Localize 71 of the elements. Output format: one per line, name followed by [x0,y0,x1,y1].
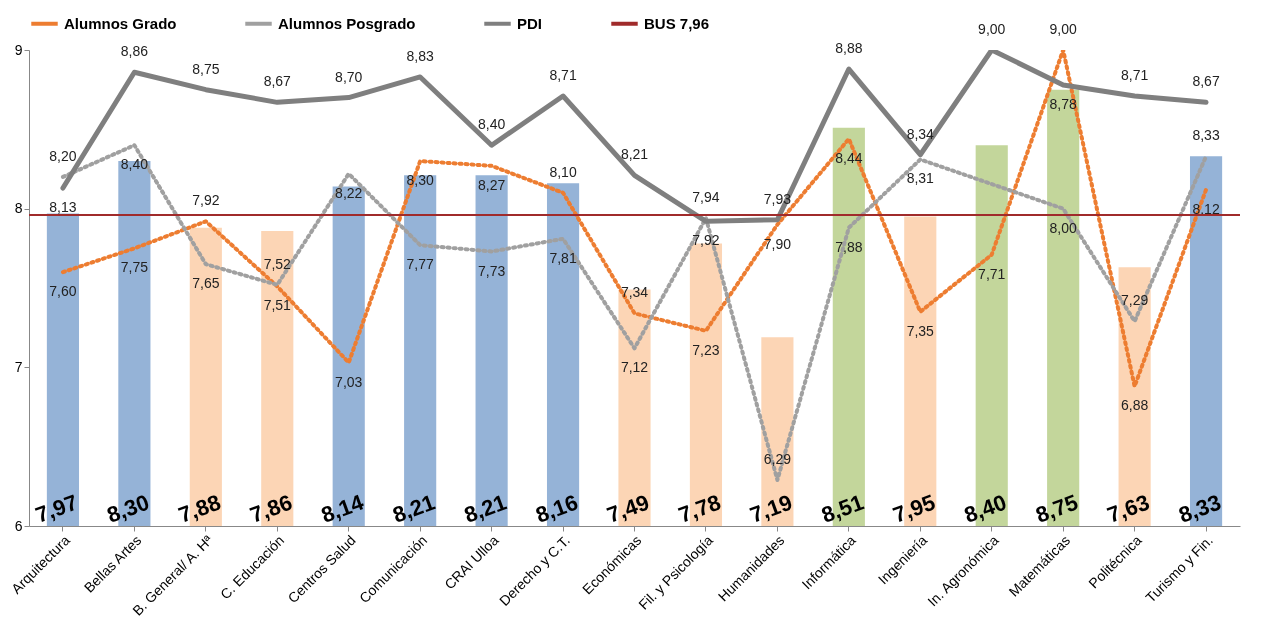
data-label: 8,10 [549,163,577,180]
data-label: 8,16 [532,489,582,528]
data-label: 8,51 [818,489,867,528]
legend-label: Alumnos Grado [64,14,177,32]
y-tick-label: 6 [14,517,23,534]
data-label: 7,51 [263,297,292,314]
data-label: 7,90 [763,235,792,252]
data-label: 8,83 [406,47,434,64]
legend-label: Alumnos Posgrado [278,14,416,32]
data-label: 8,78 [1049,95,1078,112]
data-label: 8,75 [192,60,220,77]
data-label: 8,21 [620,146,649,163]
data-label: 7,75 [120,259,149,276]
y-tick-label: 9 [14,41,23,58]
data-label: 8,21 [460,489,510,528]
data-label: 7,95 [889,489,939,528]
legend-label: BUS 7,96 [644,14,710,32]
data-label: 8,00 [1049,219,1078,236]
data-label: 8,30 [103,489,153,528]
data-label: 7,63 [1103,489,1153,528]
data-label: 7,12 [620,359,649,376]
data-label: 7,94 [692,189,720,206]
data-label: 7,78 [675,489,725,528]
data-label: 8,40 [120,156,149,173]
data-label: 8,31 [906,170,935,187]
data-label: 7,03 [335,373,363,390]
data-label: 8,14 [317,489,368,528]
data-label: 7,92 [192,192,220,209]
data-label: 6,29 [763,450,792,467]
data-label: 7,52 [263,255,292,272]
data-label: 7,88 [835,238,863,255]
data-label: 7,60 [49,283,77,300]
data-label: 7,73 [477,262,506,279]
data-label: 8,44 [835,149,863,166]
data-label: 7,23 [692,341,720,358]
data-label: 8,67 [263,73,292,90]
data-label: 8,75 [1032,489,1082,528]
data-label: 7,92 [692,232,720,249]
data-label: 7,77 [406,256,434,273]
data-label: 8,70 [335,68,363,85]
data-label: 7,49 [603,489,653,528]
y-tick-label: 7 [14,358,23,375]
data-label: 8,34 [906,125,935,142]
data-label: 6,88 [1120,397,1149,414]
data-label: 7,19 [746,489,796,528]
data-label: 9,00 [978,21,1006,37]
data-label: 8,40 [961,489,1010,528]
data-label: 7,86 [246,489,296,528]
data-label: 7,29 [1120,292,1149,309]
data-label: 7,88 [175,489,224,528]
data-label: 7,97 [32,489,82,528]
data-label: 8,40 [477,116,506,133]
data-label: 8,88 [835,40,863,57]
y-tick-label: 8 [14,200,23,217]
data-label: 8,67 [1192,73,1220,90]
data-label: 8,22 [335,184,363,201]
data-label: 8,20 [49,147,77,164]
data-label: 7,71 [978,265,1006,282]
data-label: 9,00 [1049,21,1078,37]
data-label: 8,33 [1192,127,1220,144]
data-label: 8,86 [120,43,149,60]
data-label: 8,13 [49,199,77,216]
data-label: 8,71 [1120,67,1149,84]
data-label: 8,27 [477,176,506,193]
legend-label: PDI [517,14,543,32]
data-label: 8,71 [549,67,577,84]
data-label: 7,35 [906,322,935,339]
data-label: 7,65 [192,275,220,292]
data-label: 8,33 [1175,489,1225,528]
data-label: 7,81 [549,249,577,266]
data-label: 8,21 [389,489,439,528]
